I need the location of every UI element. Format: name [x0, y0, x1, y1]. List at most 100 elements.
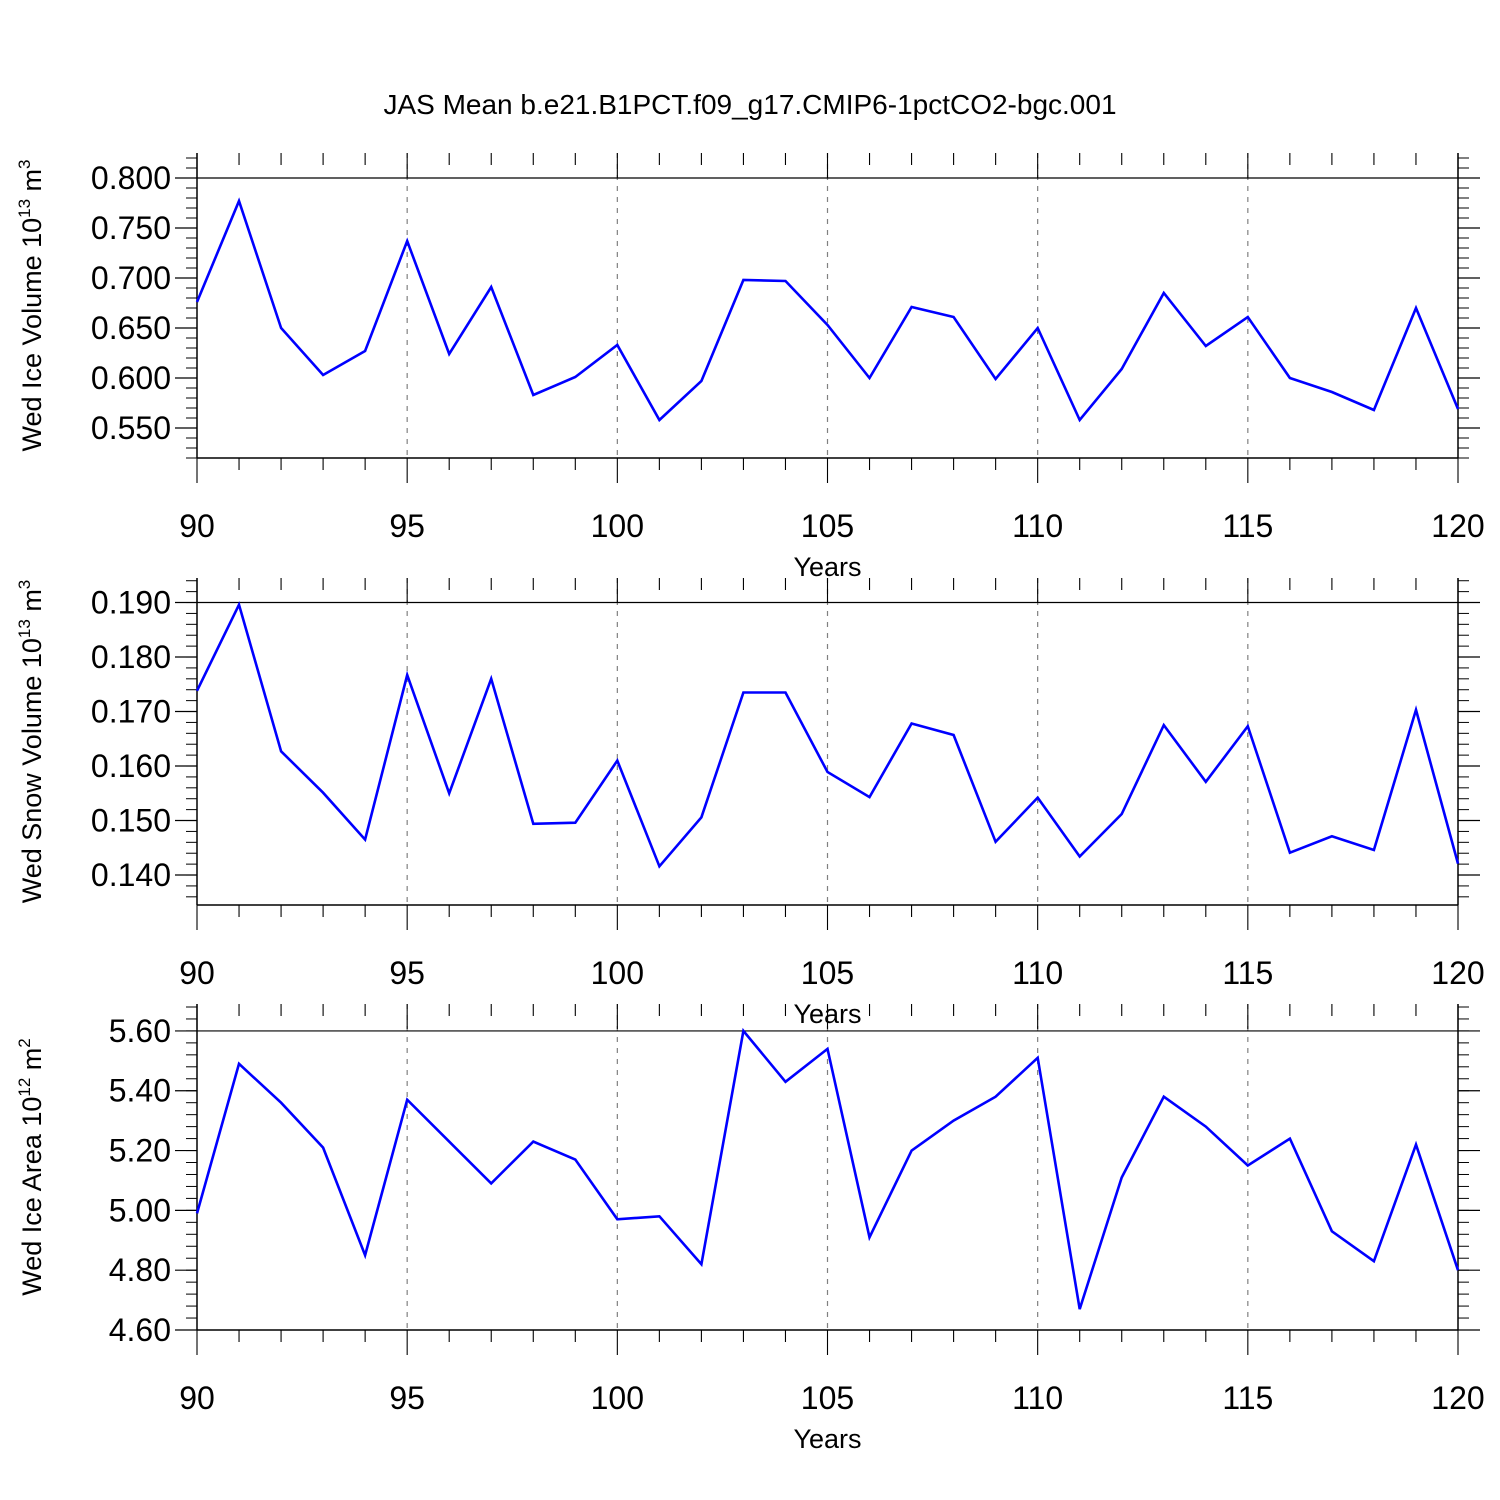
data-point — [1456, 407, 1460, 411]
data-point — [741, 278, 745, 282]
data-point — [1372, 848, 1376, 852]
data-point — [1414, 708, 1418, 712]
data-point — [699, 379, 703, 383]
x-tick-label: 105 — [801, 955, 854, 991]
y-tick-label: 0.700 — [91, 260, 171, 296]
x-tick-label: 95 — [389, 1380, 425, 1416]
data-point — [1246, 1164, 1250, 1168]
x-tick-label: 100 — [591, 1380, 644, 1416]
data-point — [1120, 1175, 1124, 1179]
data-point — [405, 239, 409, 243]
data-point — [1204, 1125, 1208, 1129]
x-axis-label: Years — [793, 552, 861, 582]
data-point — [195, 1211, 199, 1215]
data-point — [1162, 1095, 1166, 1099]
y-tick-label: 0.800 — [91, 160, 171, 196]
series-line — [195, 197, 1460, 423]
data-point — [741, 690, 745, 694]
data-point — [1162, 723, 1166, 727]
data-point — [195, 300, 199, 304]
y-tick-label: 5.60 — [109, 1013, 171, 1049]
x-tick-label: 90 — [179, 508, 215, 544]
data-point — [237, 199, 241, 203]
data-point — [826, 1047, 830, 1051]
x-tick-label: 110 — [1012, 508, 1063, 544]
chart-panel-1: 0.550 0.600 0.650 0.700 0.750 0.800 90 95 100 105… — [15, 153, 1485, 582]
x-tick-label: 115 — [1222, 508, 1273, 544]
data-point — [1330, 1229, 1334, 1233]
x-tick-label: 90 — [179, 1380, 215, 1416]
data-point — [531, 822, 535, 826]
data-point — [1036, 796, 1040, 800]
data-point — [1288, 851, 1292, 855]
data-point — [1330, 834, 1334, 838]
x-tick-label: 120 — [1431, 955, 1484, 991]
data-point — [531, 393, 535, 397]
data-point — [994, 840, 998, 844]
data-point — [615, 759, 619, 763]
data-point — [321, 1146, 325, 1150]
y-tick-label: 0.170 — [91, 694, 171, 730]
data-point — [1288, 376, 1292, 380]
data-point — [1456, 862, 1460, 866]
data-point — [1036, 326, 1040, 330]
data-point — [1078, 854, 1082, 858]
data-point — [573, 1158, 577, 1162]
x-tick-label: 120 — [1431, 1380, 1484, 1416]
y-tick-label: 0.150 — [91, 803, 171, 839]
data-point — [363, 1253, 367, 1257]
data-point — [657, 418, 661, 422]
data-point — [910, 305, 914, 309]
x-tick-label: 115 — [1222, 955, 1273, 991]
data-point — [489, 1181, 493, 1185]
y-tick-label: 0.600 — [91, 360, 171, 396]
series-line — [195, 601, 1460, 869]
data-point — [910, 1149, 914, 1153]
data-point — [1078, 1307, 1082, 1311]
data-point — [363, 349, 367, 353]
data-point — [1414, 1143, 1418, 1147]
data-point — [321, 791, 325, 795]
data-point — [699, 815, 703, 819]
data-point — [1330, 390, 1334, 394]
data-point — [363, 838, 367, 842]
data-point — [783, 1080, 787, 1084]
x-tick-label: 105 — [801, 1380, 854, 1416]
data-point — [1456, 1268, 1460, 1272]
y-tick-label: 0.750 — [91, 210, 171, 246]
x-tick-label: 120 — [1431, 508, 1484, 544]
data-point — [826, 770, 830, 774]
data-point — [279, 1101, 283, 1105]
y-tick-label: 5.20 — [109, 1133, 171, 1169]
data-point — [405, 673, 409, 677]
data-point — [1204, 780, 1208, 784]
data-point — [952, 733, 956, 737]
y-axis-label: Wed Ice Volume 1013 m3 — [15, 159, 47, 451]
data-point — [657, 864, 661, 868]
data-point — [531, 1140, 535, 1144]
data-point — [1078, 418, 1082, 422]
x-tick-label: 100 — [591, 955, 644, 991]
data-point — [447, 352, 451, 356]
data-point — [1246, 724, 1250, 728]
x-axis-label: Years — [793, 1424, 861, 1454]
data-point — [279, 326, 283, 330]
chart-panel-2: 0.140 0.150 0.160 0.170 0.180 0.190 90 95 100 105… — [15, 578, 1485, 1029]
y-tick-label: 4.60 — [109, 1312, 171, 1348]
data-point — [279, 749, 283, 753]
x-tick-label: 100 — [591, 508, 644, 544]
x-tick-label: 115 — [1222, 1380, 1273, 1416]
data-point — [1162, 291, 1166, 295]
data-point — [910, 722, 914, 726]
x-tick-label: 110 — [1012, 1380, 1063, 1416]
data-point — [573, 375, 577, 379]
data-point — [952, 1119, 956, 1123]
data-point — [615, 1217, 619, 1221]
data-point — [783, 279, 787, 283]
data-point — [994, 377, 998, 381]
data-point — [1288, 1137, 1292, 1141]
y-tick-label: 0.180 — [91, 639, 171, 675]
y-tick-label: 0.160 — [91, 748, 171, 784]
x-tick-label: 90 — [179, 955, 215, 991]
x-tick-label: 110 — [1012, 955, 1063, 991]
